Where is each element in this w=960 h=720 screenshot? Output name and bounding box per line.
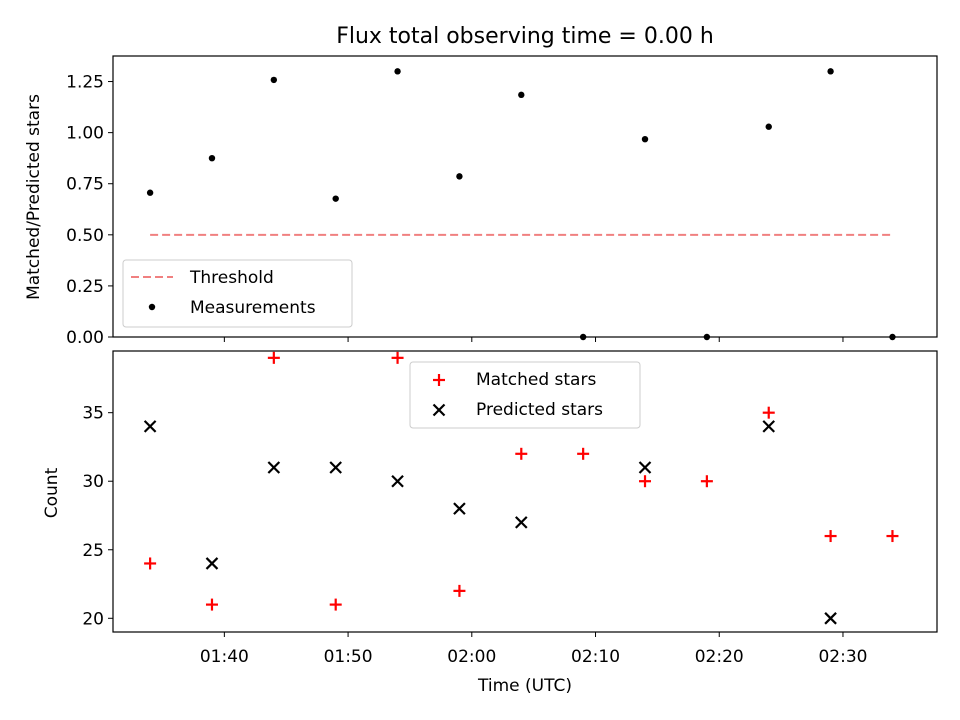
series-matched-stars	[144, 351, 899, 611]
data-point	[144, 557, 157, 570]
x-tick-label: 02:30	[818, 647, 867, 667]
data-point	[391, 474, 404, 488]
marker-stroke	[824, 612, 837, 625]
data-point	[270, 76, 278, 84]
data-point	[143, 420, 157, 433]
legend-measurements-swatch	[148, 303, 156, 311]
legend-predicted-label: Predicted stars	[476, 400, 603, 420]
data-point	[329, 598, 342, 611]
legend-matched-label: Matched stars	[476, 370, 596, 390]
marker-stroke	[329, 461, 342, 474]
data-point	[208, 154, 216, 162]
data-point	[762, 420, 776, 433]
y-tick-label: 20	[82, 609, 104, 629]
data-point	[267, 351, 280, 364]
y-tick-label: 0.75	[66, 175, 104, 195]
legend-matched-swatch	[433, 374, 445, 386]
legend-predicted-swatch	[432, 403, 446, 417]
y-tick-label: 0.50	[66, 226, 104, 246]
data-point	[329, 461, 342, 474]
y-tick-label: 25	[82, 541, 104, 561]
x-tick-label: 02:20	[695, 647, 744, 667]
data-point	[515, 447, 528, 460]
data-point	[391, 351, 404, 364]
data-point	[886, 530, 899, 543]
marker-stroke	[391, 474, 404, 488]
data-point	[267, 461, 281, 474]
top-plot-frame	[112, 55, 938, 338]
data-point	[453, 584, 466, 597]
data-point	[824, 530, 837, 543]
x-tick-label: 01:40	[200, 647, 249, 667]
x-tick-label: 02:00	[447, 647, 496, 667]
x-axis-label: Time (UTC)	[477, 676, 572, 696]
y-tick-label: 1.25	[66, 73, 104, 93]
x-tick-label: 01:50	[324, 647, 373, 667]
data-point	[762, 406, 775, 419]
x-tick-label: 02:10	[571, 647, 620, 667]
chart-title: Flux total observing time = 0.00 h	[336, 24, 714, 49]
data-point	[641, 135, 649, 143]
bottom-y-axis-label: Count	[42, 467, 62, 518]
data-point	[515, 516, 528, 529]
marker-stroke	[453, 502, 466, 515]
series-predicted-stars	[143, 420, 837, 625]
marker-stroke	[205, 557, 219, 570]
top-legend: Threshold Measurements	[122, 259, 353, 328]
data-point	[518, 91, 525, 99]
data-point	[765, 123, 772, 130]
top-axes: 0.00 0.25 0.50 0.75 1.00 1.25 Threshold Measure…	[66, 55, 938, 348]
bottom-plot-frame	[112, 350, 938, 633]
y-tick-label: 30	[82, 472, 104, 492]
data-point	[824, 612, 837, 625]
top-y-axis-label: Matched/Predicted stars	[24, 94, 44, 300]
bottom-legend: Matched stars Predicted stars	[409, 361, 641, 429]
data-point	[577, 447, 590, 460]
marker-stroke	[143, 420, 157, 433]
legend-measurements-label: Measurements	[190, 298, 316, 318]
y-tick-label: 0.00	[66, 328, 104, 348]
legend-box	[122, 259, 353, 328]
data-point	[639, 475, 652, 488]
legend-threshold-label: Threshold	[189, 268, 274, 288]
data-point	[332, 195, 339, 202]
marker-stroke	[638, 461, 652, 474]
marker-stroke	[762, 420, 776, 433]
data-point	[205, 598, 218, 611]
data-point	[456, 173, 463, 180]
data-point	[205, 557, 219, 570]
data-point	[700, 475, 713, 488]
marker-stroke	[267, 461, 281, 474]
data-point	[638, 461, 652, 474]
y-tick-label: 1.00	[66, 124, 104, 144]
data-point	[146, 189, 154, 196]
y-tick-label: 0.25	[66, 277, 104, 297]
y-tick-label: 35	[82, 404, 104, 424]
data-point	[453, 502, 466, 515]
legend-box	[409, 361, 641, 429]
data-point	[394, 68, 401, 75]
marker-stroke	[515, 516, 528, 529]
data-point	[827, 68, 834, 75]
marker-stroke	[432, 403, 446, 417]
bottom-axes: 20 25 30 35 01:40 01:50 02:00 02:10 02:20 02:30 Ma…	[82, 350, 938, 667]
